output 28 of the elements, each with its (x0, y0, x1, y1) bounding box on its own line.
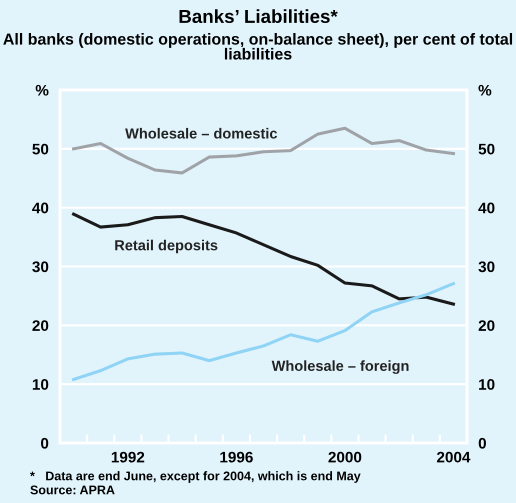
y2-tick-label: 30 (478, 261, 494, 272)
y-tick-label: 0 (40, 438, 48, 449)
y-tick-label: 50 (32, 144, 48, 155)
y2-tick-label: 0 (478, 438, 486, 449)
chart-title: Banks’ Liabilities* (180, 9, 338, 24)
y-tick-label: % (36, 84, 48, 96)
series-label: Wholesale – domestic (125, 128, 278, 139)
line-series (72, 126, 455, 174)
chart-subtitle: All banks (domestic operations, on-balance sheet), per cent of total liabilities (3, 33, 512, 60)
y2-tick-label: 10 (479, 379, 494, 390)
y-tick-label: 10 (32, 379, 48, 390)
x-tick-label: 2004 (436, 452, 470, 463)
line-series (72, 212, 455, 306)
y2-tick-label: 50 (478, 144, 494, 155)
line-series (72, 282, 455, 381)
source-note: Source: APRA (30, 486, 115, 494)
text: * Data are end June, except for 2004, which is end May (30, 471, 361, 483)
y-tick-label: 30 (32, 261, 48, 272)
y2-tick-label: 20 (478, 320, 494, 332)
x-tick-label: 1992 (112, 452, 144, 463)
y-tick-label: 20 (32, 320, 48, 332)
y2-tick-label: 40 (478, 202, 494, 214)
y-tick-label: 40 (32, 202, 48, 214)
x-tick-label: 1996 (220, 452, 253, 463)
series-label: Retail deposits (115, 240, 218, 254)
x-tick-label: 2000 (328, 452, 362, 463)
series-label: Wholesale – foreign (272, 360, 408, 374)
y2-tick-label: % (478, 84, 492, 96)
